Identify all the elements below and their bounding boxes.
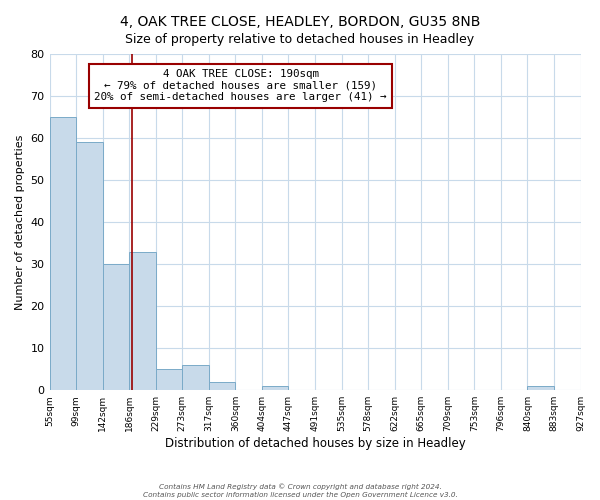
Text: Size of property relative to detached houses in Headley: Size of property relative to detached ho… (125, 32, 475, 46)
X-axis label: Distribution of detached houses by size in Headley: Distribution of detached houses by size … (164, 437, 466, 450)
Bar (182, 365, 209, 390)
Bar (262, 386, 289, 390)
Bar (50, 117, 76, 390)
Text: 4 OAK TREE CLOSE: 190sqm
← 79% of detached houses are smaller (159)
20% of semi-: 4 OAK TREE CLOSE: 190sqm ← 79% of detach… (94, 69, 387, 102)
Text: Contains HM Land Registry data © Crown copyright and database right 2024.
Contai: Contains HM Land Registry data © Crown c… (143, 484, 457, 498)
Bar (129, 252, 156, 390)
Y-axis label: Number of detached properties: Number of detached properties (15, 134, 25, 310)
Bar (527, 386, 554, 390)
Bar (103, 264, 129, 390)
Bar (76, 142, 103, 390)
Text: 4, OAK TREE CLOSE, HEADLEY, BORDON, GU35 8NB: 4, OAK TREE CLOSE, HEADLEY, BORDON, GU35… (120, 15, 480, 29)
Bar (209, 382, 235, 390)
Bar (156, 369, 182, 390)
